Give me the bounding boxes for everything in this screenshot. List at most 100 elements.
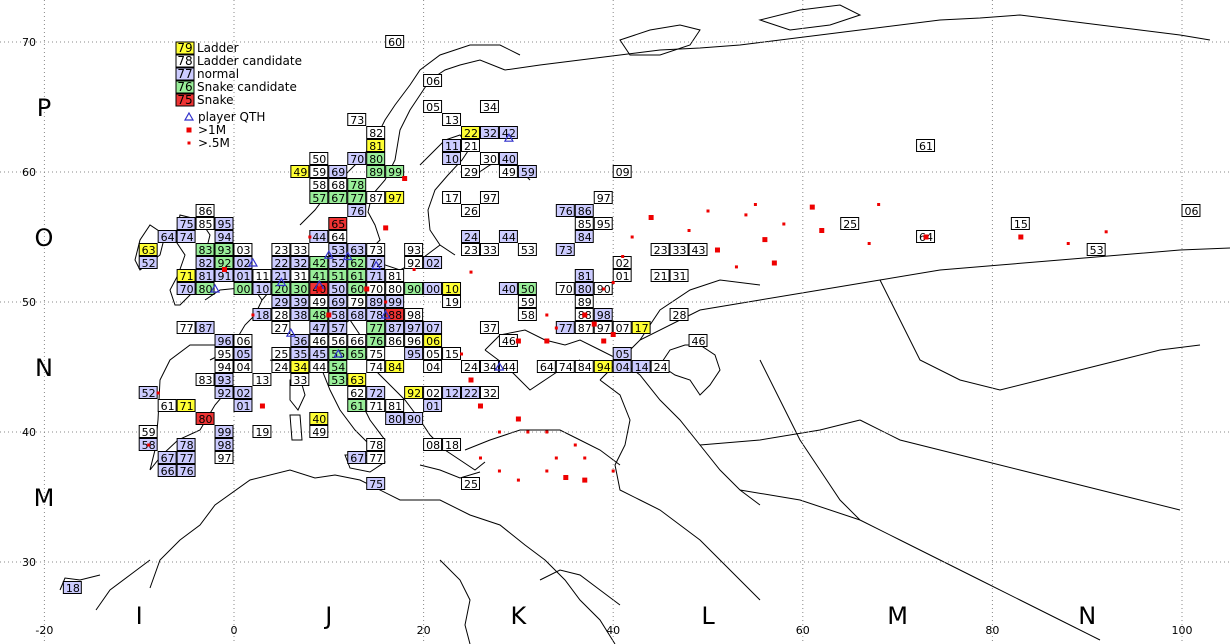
square-cell (347, 191, 367, 204)
square-cell (309, 165, 329, 178)
square-code: 95 (218, 348, 232, 361)
square-cell (423, 438, 443, 451)
station-half-m-marker (545, 430, 549, 434)
square-cell (309, 347, 329, 360)
square-code: 97 (388, 192, 402, 205)
station-half-m-marker (687, 229, 691, 232)
square-cell (176, 438, 196, 451)
station-1m-marker (515, 416, 521, 422)
square-code: 64 (331, 231, 345, 244)
locator-square: 99 (385, 165, 405, 179)
square-cell (366, 243, 386, 256)
field-letter-y: N (35, 354, 53, 382)
locator-square: 78 (366, 438, 386, 452)
locator-square: 12 (442, 386, 462, 400)
square-code: 01 (616, 270, 630, 283)
square-code: 21 (464, 140, 478, 153)
locator-square: 77 (176, 451, 196, 465)
square-cell (328, 295, 348, 308)
square-code: 40 (502, 153, 516, 166)
legend-swatch (175, 41, 195, 55)
square-cell (328, 243, 348, 256)
square-cell (366, 438, 386, 451)
square-cell (555, 204, 575, 217)
station-1m-marker (477, 403, 483, 409)
legend-marker-label: >1M (198, 123, 226, 137)
square-code: 99 (388, 296, 402, 309)
square-cell (347, 243, 367, 256)
square-code: 87 (369, 192, 383, 205)
square-cell (366, 126, 386, 139)
square-cell (574, 295, 594, 308)
player-qth-marker (371, 260, 382, 270)
square-code: 60 (350, 283, 364, 296)
square-code: 02 (616, 257, 630, 270)
locator-square: 49 (290, 165, 310, 179)
locator-square: 95 (404, 347, 424, 361)
station-half-m-marker (734, 265, 738, 269)
square-code: 02 (236, 387, 250, 400)
square-cell (461, 386, 480, 399)
square-cell (404, 412, 424, 425)
square-cell (309, 360, 329, 373)
station-half-m-marker (469, 270, 473, 274)
locator-square: 63 (347, 373, 367, 387)
locator-square: 71 (176, 269, 196, 283)
locator-square: 87 (385, 321, 405, 335)
square-cell (423, 360, 443, 373)
square-code: 11 (445, 140, 459, 153)
locator-square: 05 (423, 100, 443, 114)
locator-square: 01 (233, 269, 253, 283)
square-code: 71 (180, 270, 194, 283)
square-cell (195, 204, 215, 217)
locator-square: 96 (214, 334, 234, 348)
square-cell (650, 243, 670, 256)
square-cell (271, 360, 291, 373)
locator-square: 82 (195, 256, 215, 270)
square-cell (461, 204, 480, 217)
square-cell (347, 178, 367, 191)
lon-tick-label: 100 (1172, 624, 1193, 637)
locator-square: 11 (252, 269, 272, 283)
locator-square: 02 (423, 386, 443, 400)
square-cell (498, 165, 518, 178)
square-code: 76 (350, 205, 364, 218)
square-code: 75 (180, 218, 194, 231)
square-code: 01 (426, 400, 440, 413)
legend-marker-label: >.5M (198, 136, 230, 150)
locator-square: 86 (574, 204, 594, 218)
square-cell (574, 230, 594, 243)
square-cell (498, 126, 518, 139)
locator-square: 31 (290, 269, 310, 283)
locator-square: 01 (233, 399, 253, 413)
locator-square: 30 (290, 282, 310, 296)
square-cell (688, 243, 708, 256)
square-code: 49 (312, 426, 326, 439)
locator-square: 44 (309, 360, 329, 374)
locator-square: 98 (593, 308, 613, 322)
square-cell (366, 334, 386, 347)
legend-label: Snake (197, 93, 233, 107)
station-half-m-marker (1104, 230, 1108, 234)
square-cell (423, 256, 443, 269)
locator-square: 34 (290, 360, 310, 374)
locator-square: 66 (347, 334, 367, 348)
lon-tick-label: -20 (35, 624, 53, 637)
locator-square: 81 (385, 269, 405, 283)
locator-square: 32 (479, 386, 499, 400)
square-code: 29 (274, 296, 288, 309)
square-code: 94 (597, 361, 611, 374)
square-code: 69 (331, 296, 345, 309)
station-half-m-marker (460, 352, 464, 356)
square-code: 07 (616, 322, 630, 335)
square-code: 23 (654, 244, 668, 257)
locator-square: 69 (328, 295, 348, 309)
square-code: 80 (388, 283, 402, 296)
square-code: 02 (426, 257, 440, 270)
square-code: 70 (369, 283, 383, 296)
locator-square: 94 (214, 360, 234, 374)
square-cell (498, 282, 518, 295)
station-1m-marker (1018, 234, 1024, 240)
square-cell (176, 464, 196, 477)
